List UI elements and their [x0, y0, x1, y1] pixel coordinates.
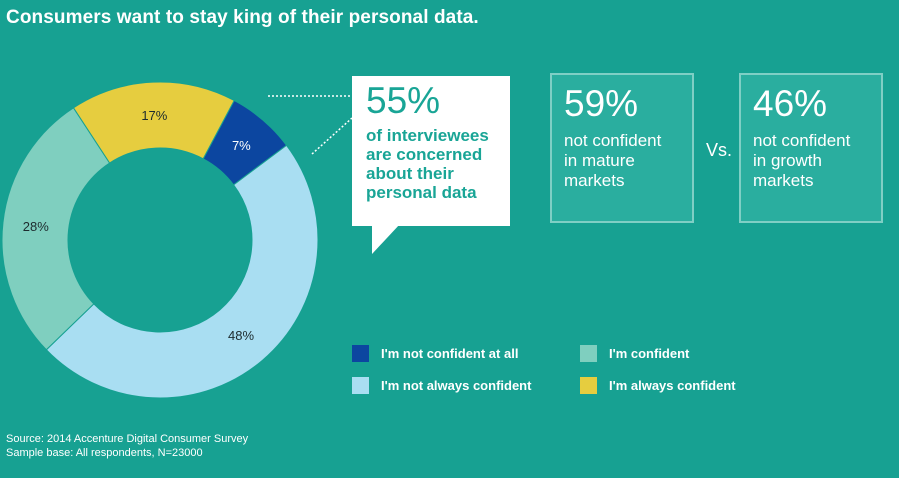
legend-swatch	[352, 376, 369, 394]
source-note: Source: 2014 Accenture Digital Consumer …	[6, 432, 248, 460]
slice-label: 28%	[23, 219, 49, 234]
stat-text-growth: not confident in growth markets	[753, 131, 851, 190]
donut-slice	[45, 144, 319, 399]
vs-label: Vs.	[706, 140, 733, 160]
legend-swatch	[580, 376, 597, 394]
slice-label: 48%	[228, 328, 254, 343]
stat-percentage-growth: 46%	[753, 83, 828, 124]
legend-label: I'm always confident	[609, 377, 736, 393]
legend-swatch	[352, 344, 369, 362]
legend-item-not-always-confident: I'm not always confident	[352, 376, 531, 394]
callout-text: of interviewees are concerned about thei…	[366, 126, 489, 202]
legend-item-always-confident: I'm always confident	[580, 376, 736, 394]
stat-box-growth: 46% not confident in growth markets	[739, 73, 883, 223]
stat-percentage-mature: 59%	[564, 83, 639, 124]
slice-label: 7%	[232, 138, 251, 153]
donut-slice	[72, 81, 235, 164]
legend-item-not-confident-at-all: I'm not confident at all	[352, 344, 518, 362]
legend-label: I'm not always confident	[381, 377, 532, 393]
chart-title: Consumers want to stay king of their per…	[6, 7, 479, 28]
donut-slice	[1, 107, 111, 351]
stat-box-mature: 59% not confident in mature markets	[550, 73, 694, 223]
connector-line-diagonal	[311, 117, 353, 155]
legend-item-confident: I'm confident	[580, 344, 689, 362]
callout-percentage: 55%	[366, 80, 441, 121]
donut-chart: 7% 48% 28% 17%	[1, 81, 353, 399]
callout-tail	[372, 224, 400, 254]
source-line: Source: 2014 Accenture Digital Consumer …	[6, 433, 249, 445]
sample-base-line: Sample base: All respondents, N=23000	[6, 447, 203, 459]
legend-label: I'm not confident at all	[381, 345, 519, 361]
legend-swatch	[580, 344, 597, 362]
stat-text-mature: not confident in mature markets	[564, 131, 662, 190]
slice-label: 17%	[141, 108, 167, 123]
callout-box: 55% of interviewees are concerned about …	[352, 76, 510, 226]
legend-label: I'm confident	[609, 345, 690, 361]
